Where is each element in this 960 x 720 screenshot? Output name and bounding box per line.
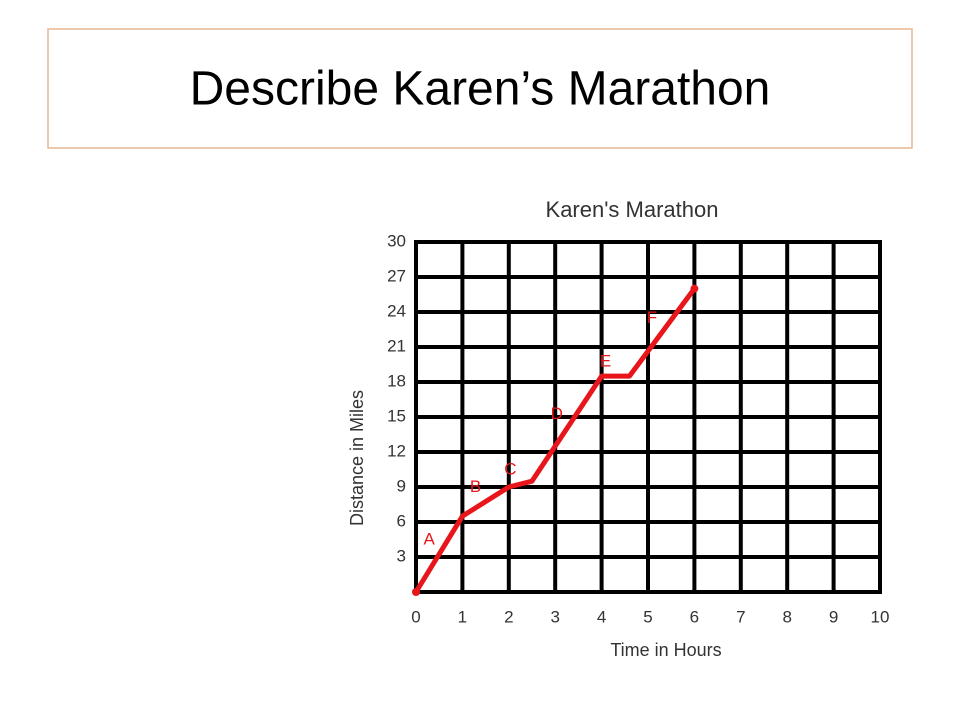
x-tick-label: 8: [782, 607, 791, 626]
segment-label: B: [470, 477, 481, 496]
y-tick-label: 3: [397, 546, 406, 565]
end-point: [412, 588, 420, 596]
y-tick-label: 30: [387, 231, 406, 250]
y-tick-label: 9: [397, 476, 406, 495]
segment-label: A: [424, 530, 436, 549]
data-line: [413, 287, 697, 594]
segment-label: D: [551, 404, 563, 423]
y-axis-label: Distance in Miles: [347, 390, 367, 526]
x-tick-label: 3: [550, 607, 559, 626]
segment-label: E: [600, 352, 611, 371]
slide-title: Describe Karen’s Marathon: [190, 63, 771, 116]
x-tick-label: 5: [643, 607, 652, 626]
title-box: [47, 28, 913, 149]
chart-title: Karen's Marathon: [546, 197, 719, 222]
y-tick-label: 21: [387, 336, 406, 355]
end-point: [690, 284, 699, 293]
x-tick-label: 6: [690, 607, 699, 626]
x-tick-label: 10: [871, 607, 890, 626]
y-tick-label: 12: [387, 441, 406, 460]
x-tick-label: 4: [597, 607, 606, 626]
x-tick-label: 7: [736, 607, 745, 626]
segment-label: F: [647, 308, 657, 327]
y-tick-label: 15: [387, 406, 406, 425]
y-tick-label: 18: [387, 371, 406, 390]
x-tick-label: 2: [504, 607, 513, 626]
y-tick-label: 24: [387, 301, 406, 320]
x-axis-label: Time in Hours: [610, 640, 721, 660]
segment-label: C: [504, 460, 516, 479]
y-tick-label: 6: [397, 511, 406, 530]
x-tick-label: 9: [829, 607, 838, 626]
x-tick-label: 0: [411, 607, 420, 626]
x-tick-label: 1: [458, 607, 467, 626]
y-tick-label: 27: [387, 266, 406, 285]
